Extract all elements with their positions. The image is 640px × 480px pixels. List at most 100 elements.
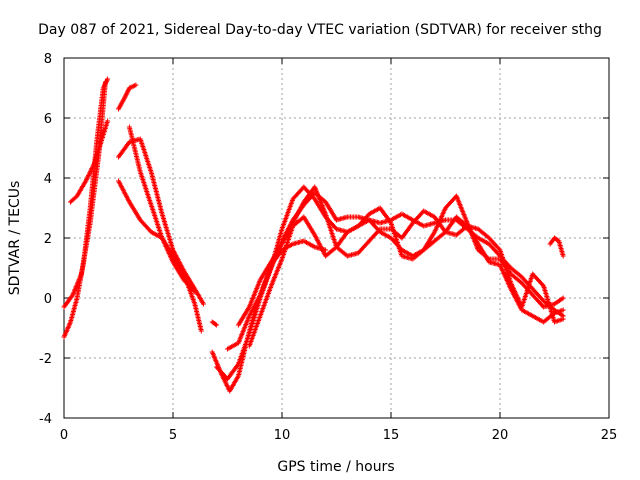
data-point — [290, 185, 306, 202]
data-point — [323, 211, 339, 248]
data-point — [377, 229, 393, 240]
series-track-2 — [61, 79, 108, 310]
x-axis-label: GPS time / hours — [277, 459, 394, 475]
series-track-13 — [246, 193, 566, 349]
chart-title: Day 087 of 2021, Sidereal Day-to-day VTE… — [38, 22, 602, 38]
data-point — [105, 76, 111, 82]
data-point — [560, 295, 566, 301]
x-tick-label: 25 — [601, 428, 618, 443]
data-point — [126, 124, 143, 173]
series-track-5 — [116, 136, 206, 307]
data-point — [170, 247, 186, 273]
data-point — [530, 313, 545, 324]
data-point — [552, 235, 561, 243]
data-point — [209, 319, 218, 327]
data-point — [126, 83, 138, 91]
data-point — [268, 257, 284, 289]
series-track-4 — [116, 82, 139, 112]
data-point — [519, 280, 535, 297]
data-point — [410, 248, 425, 262]
data-point — [443, 194, 458, 211]
data-point — [78, 222, 93, 277]
data-point — [122, 86, 132, 100]
y-tick-label: 4 — [44, 172, 52, 187]
data-point — [257, 266, 273, 298]
data-point — [235, 305, 251, 328]
data-point — [366, 227, 382, 244]
data-marks — [61, 76, 566, 394]
data-point — [355, 239, 371, 256]
data-point — [137, 169, 154, 206]
data-point — [225, 362, 240, 382]
plot-frame — [63, 57, 610, 419]
data-point — [497, 262, 513, 291]
data-point — [192, 289, 198, 295]
data-point — [410, 209, 426, 226]
data-point — [225, 341, 240, 352]
data-point — [443, 229, 458, 238]
data-point — [92, 141, 104, 166]
data-point — [552, 296, 565, 307]
y-tick-label: -4 — [39, 412, 52, 427]
data-point — [508, 265, 524, 279]
data-point — [399, 211, 414, 222]
data-point — [87, 153, 102, 226]
data-point — [432, 206, 448, 235]
data-point — [74, 179, 88, 199]
y-tick-label: 8 — [44, 52, 52, 67]
data-point — [105, 118, 111, 124]
data-point — [133, 82, 139, 88]
data-point — [560, 307, 566, 313]
y-tick-label: -2 — [39, 352, 52, 367]
data-point — [323, 245, 338, 259]
x-tick-label: 15 — [383, 428, 400, 443]
data-point — [102, 79, 108, 85]
y-axis-label: SDTVAR / TECUs — [7, 181, 23, 296]
data-point — [279, 198, 295, 232]
series-track-7 — [126, 124, 198, 295]
data-point — [148, 169, 165, 215]
data-point — [399, 221, 415, 241]
data-point — [116, 95, 127, 112]
data-point — [344, 224, 360, 235]
series-track-8 — [209, 319, 220, 328]
data-point — [355, 212, 371, 229]
data-point — [246, 315, 263, 349]
data-point — [519, 307, 534, 318]
data-point — [301, 185, 317, 205]
data-point — [556, 238, 566, 257]
data-point — [214, 322, 220, 328]
data-point — [530, 271, 546, 288]
data-point — [126, 199, 142, 222]
data-point — [421, 208, 436, 219]
data-point — [235, 314, 252, 346]
data-point — [181, 277, 197, 294]
data-point — [421, 220, 436, 229]
data-point — [116, 140, 131, 160]
data-point — [301, 238, 316, 249]
data-point — [486, 235, 502, 252]
data-point — [137, 217, 153, 234]
data-point — [257, 260, 273, 283]
y-tick-label: 0 — [44, 292, 52, 307]
data-point — [279, 225, 295, 262]
data-point — [334, 230, 349, 250]
data-point — [312, 232, 328, 258]
data-point — [170, 253, 186, 276]
data-point — [137, 136, 154, 173]
data-point — [198, 328, 204, 334]
series-track-14 — [547, 235, 566, 259]
data-point — [486, 241, 502, 258]
data-point — [268, 242, 284, 265]
data-point — [475, 235, 491, 246]
data-point — [464, 220, 481, 252]
data-point — [201, 301, 206, 307]
data-point — [453, 193, 470, 225]
data-point — [235, 333, 252, 367]
data-point — [83, 161, 97, 184]
data-point — [68, 297, 80, 325]
data-point — [227, 374, 241, 394]
grid-lines — [64, 58, 609, 418]
data-point — [421, 230, 437, 253]
